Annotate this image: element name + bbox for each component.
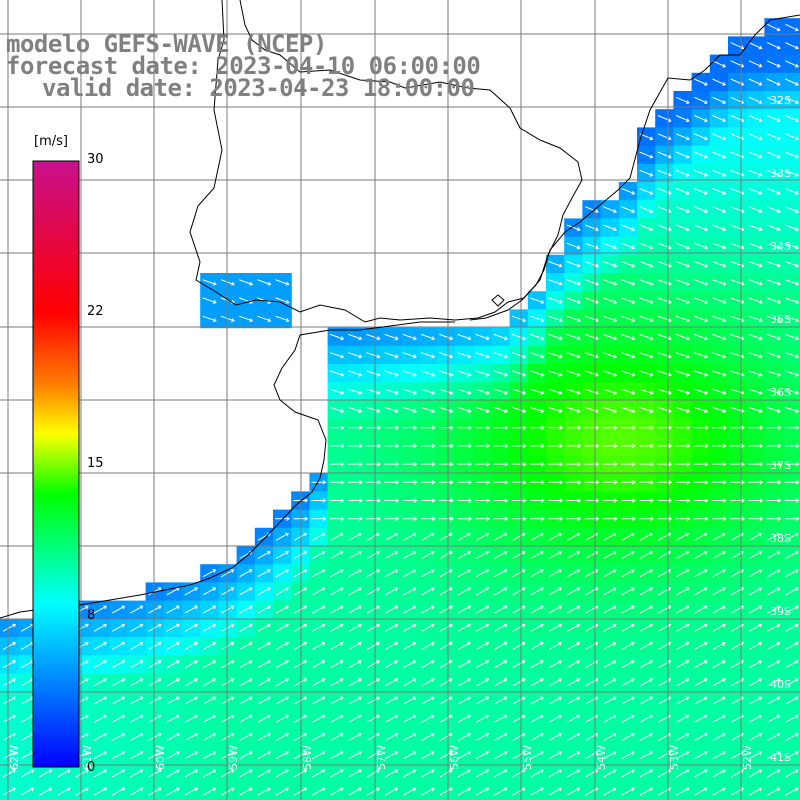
lon-label: 61W	[81, 745, 94, 770]
title-forecast-date: forecast date: 2023-04-10 06:00:00	[6, 52, 481, 80]
colorbar-tick-30: 30	[87, 152, 104, 167]
lon-label: 55W	[521, 745, 534, 770]
lon-label: 53W	[668, 745, 681, 770]
coastline-uruguay	[189, 0, 583, 323]
lon-label: 60W	[154, 745, 167, 770]
colorbar-unit: [m/s]	[34, 134, 68, 149]
title-model: modelo GEFS-WAVE (NCEP)	[6, 30, 327, 58]
colorbar-tick-8: 8	[87, 608, 96, 623]
lat-label: 40S	[770, 678, 791, 691]
lon-label: 62W	[8, 745, 21, 770]
colorbar-tick-15: 15	[87, 456, 104, 471]
lat-label: 37S	[770, 459, 791, 472]
coastline-islet	[491, 294, 505, 307]
latitude-labels: 32S 33S 34S 35S 36S 37S 38S 39S 40S 41S	[770, 94, 791, 764]
lat-label: 32S	[770, 94, 791, 107]
colorbar	[32, 160, 80, 768]
lat-label: 38S	[770, 532, 791, 545]
lon-label: 52W	[741, 745, 754, 770]
lat-label: 41S	[770, 751, 791, 764]
title-valid-date: valid date: 2023-04-23 18:00:00	[42, 74, 475, 102]
longitude-labels: 62W 61W 60W 59W 58W 57W 56W 55W 54W 53W 52W	[8, 745, 754, 770]
coastline	[0, 0, 800, 619]
colorbar-tick-0: 0	[87, 760, 96, 775]
lon-label: 54W	[595, 745, 608, 770]
lat-label: 39S	[770, 605, 791, 618]
lon-label: 57W	[375, 745, 388, 770]
colorbar-tick-22: 22	[87, 304, 104, 319]
wind-arrows	[2, 23, 800, 796]
lat-label: 33S	[770, 167, 791, 180]
coastline-argentina	[0, 14, 800, 619]
lat-label: 35S	[770, 313, 791, 326]
lon-label: 58W	[301, 745, 314, 770]
lon-label: 56W	[448, 745, 461, 770]
lat-label: 36S	[770, 386, 791, 399]
lat-label: 34S	[770, 240, 791, 253]
lon-label: 59W	[227, 745, 240, 770]
